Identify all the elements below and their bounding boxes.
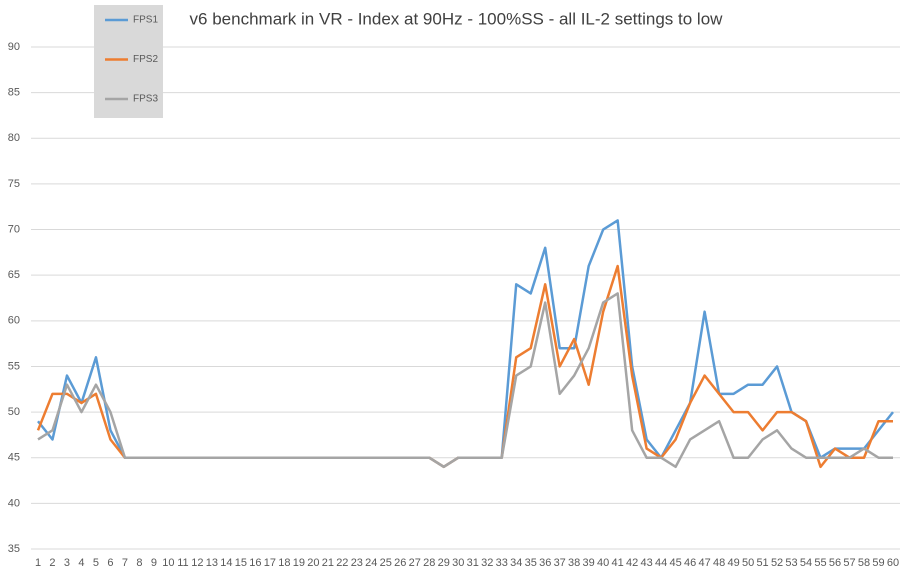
x-tick-label: 29 bbox=[438, 557, 450, 569]
x-tick-label: 3 bbox=[64, 557, 70, 569]
series-line bbox=[37, 292, 893, 469]
y-tick-label: 60 bbox=[8, 315, 20, 327]
x-tick-label: 25 bbox=[380, 557, 392, 569]
x-tick-label: 42 bbox=[626, 557, 638, 569]
x-tick-label: 9 bbox=[151, 557, 157, 569]
x-tick-label: 6 bbox=[107, 557, 113, 569]
x-tick-label: 58 bbox=[858, 557, 870, 569]
x-tick-label: 8 bbox=[136, 557, 142, 569]
x-tick-label: 27 bbox=[409, 557, 421, 569]
y-tick-label: 75 bbox=[8, 178, 20, 190]
x-tick-label: 21 bbox=[322, 557, 334, 569]
x-tick-label: 50 bbox=[742, 557, 754, 569]
x-tick-label: 15 bbox=[235, 557, 247, 569]
legend: FPS1 FPS2 FPS3 bbox=[94, 5, 163, 118]
y-tick-label: 85 bbox=[8, 87, 20, 99]
y-tick-label: 35 bbox=[8, 543, 20, 555]
x-tick-label: 47 bbox=[698, 557, 710, 569]
x-tick-label: 41 bbox=[612, 557, 624, 569]
x-tick-label: 4 bbox=[78, 557, 84, 569]
y-tick-label: 70 bbox=[8, 223, 20, 235]
legend-label: FPS2 bbox=[133, 54, 158, 65]
y-tick-label: 50 bbox=[8, 406, 20, 418]
x-tick-label: 45 bbox=[670, 557, 682, 569]
legend-label: FPS3 bbox=[133, 94, 158, 105]
y-tick-label: 65 bbox=[8, 269, 20, 281]
x-tick-label: 39 bbox=[583, 557, 595, 569]
x-tick-label: 46 bbox=[684, 557, 696, 569]
x-tick-label: 10 bbox=[162, 557, 174, 569]
x-tick-label: 17 bbox=[264, 557, 276, 569]
x-tick-label: 60 bbox=[887, 557, 899, 569]
x-tick-label: 26 bbox=[394, 557, 406, 569]
x-tick-label: 18 bbox=[278, 557, 290, 569]
x-tick-label: 19 bbox=[293, 557, 305, 569]
x-tick-label: 53 bbox=[785, 557, 797, 569]
x-tick-label: 13 bbox=[206, 557, 218, 569]
x-tick-label: 28 bbox=[423, 557, 435, 569]
x-tick-label: 30 bbox=[452, 557, 464, 569]
x-tick-label: 49 bbox=[727, 557, 739, 569]
x-tick-label: 51 bbox=[756, 557, 768, 569]
x-tick-label: 57 bbox=[843, 557, 855, 569]
x-tick-label: 40 bbox=[597, 557, 609, 569]
x-tick-label: 54 bbox=[800, 557, 812, 569]
x-tick-label: 36 bbox=[539, 557, 551, 569]
x-tick-label: 55 bbox=[814, 557, 826, 569]
x-tick-label: 1 bbox=[35, 557, 41, 569]
x-tick-label: 7 bbox=[122, 557, 128, 569]
y-tick-label: 45 bbox=[8, 452, 20, 464]
series-line bbox=[37, 219, 894, 469]
x-tick-label: 56 bbox=[829, 557, 841, 569]
x-tick-label: 20 bbox=[307, 557, 319, 569]
x-tick-label: 16 bbox=[249, 557, 261, 569]
x-tick-label: 12 bbox=[191, 557, 203, 569]
y-tick-label: 40 bbox=[8, 497, 20, 509]
x-tick-label: 2 bbox=[49, 557, 55, 569]
x-tick-label: 14 bbox=[220, 557, 232, 569]
x-tick-label: 43 bbox=[641, 557, 653, 569]
x-tick-label: 33 bbox=[496, 557, 508, 569]
x-tick-label: 34 bbox=[510, 557, 522, 569]
x-tick-label: 44 bbox=[655, 557, 667, 569]
y-tick-label: 90 bbox=[8, 41, 20, 53]
x-tick-label: 38 bbox=[568, 557, 580, 569]
x-tick-label: 35 bbox=[525, 557, 537, 569]
x-tick-label: 24 bbox=[365, 557, 377, 569]
legend-label: FPS1 bbox=[133, 15, 158, 26]
x-tick-label: 31 bbox=[467, 557, 479, 569]
x-tick-label: 22 bbox=[336, 557, 348, 569]
x-tick-label: 32 bbox=[481, 557, 493, 569]
x-tick-label: 23 bbox=[351, 557, 363, 569]
x-tick-label: 52 bbox=[771, 557, 783, 569]
x-tick-label: 11 bbox=[177, 557, 188, 569]
x-tick-label: 48 bbox=[713, 557, 725, 569]
y-tick-label: 55 bbox=[8, 360, 20, 372]
y-tick-label: 80 bbox=[8, 132, 20, 144]
x-tick-label: 5 bbox=[93, 557, 99, 569]
x-tick-label: 59 bbox=[872, 557, 884, 569]
x-tick-label: 37 bbox=[554, 557, 566, 569]
chart-title: v6 benchmark in VR - Index at 90Hz - 100… bbox=[190, 9, 724, 28]
